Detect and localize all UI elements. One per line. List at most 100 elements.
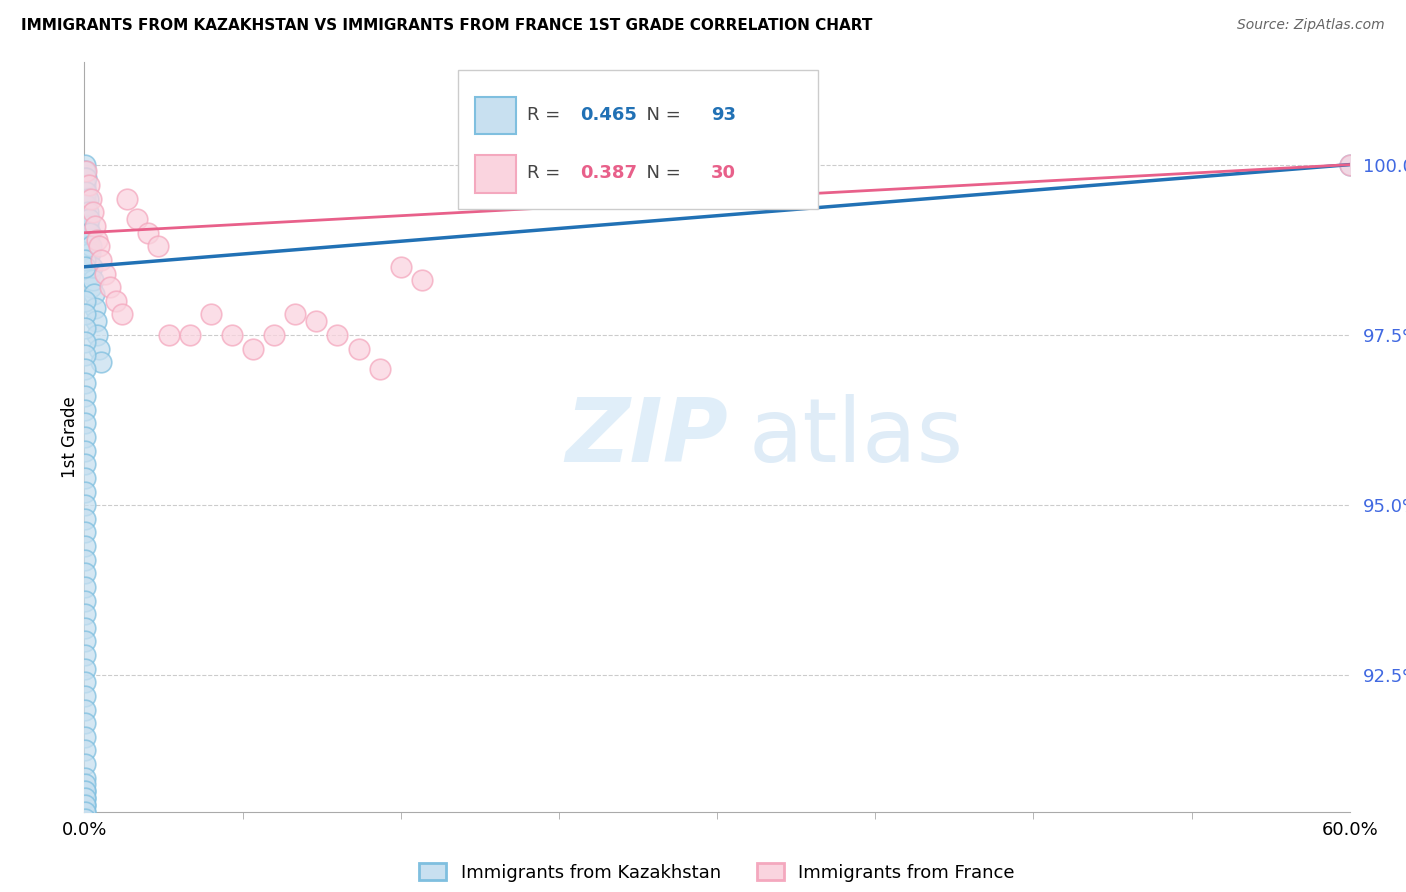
Point [84, 219, 107, 233]
Point [305, 314, 328, 328]
Point [75, 838, 97, 853]
Point [79, 260, 103, 274]
Point [98, 280, 121, 294]
Text: 0.387: 0.387 [581, 164, 637, 182]
Point [75, 791, 97, 805]
Point [77, 226, 100, 240]
Point [75, 293, 97, 308]
Point [79, 192, 103, 206]
Point [75, 662, 97, 676]
Point [75, 566, 97, 581]
Point [75, 607, 97, 622]
Point [86, 233, 108, 247]
Point [75, 832, 97, 847]
Point [76, 239, 98, 253]
Point [76, 233, 98, 247]
Point [75, 525, 97, 540]
Point [411, 273, 433, 287]
Point [75, 675, 97, 690]
Point [75, 219, 97, 233]
Point [75, 164, 97, 178]
Point [115, 192, 138, 206]
Point [111, 308, 134, 322]
Point [75, 818, 97, 832]
Point [75, 743, 97, 757]
Point [79, 226, 101, 240]
Point [75, 784, 97, 798]
Point [77, 178, 100, 192]
Point [75, 512, 97, 526]
Point [82, 273, 104, 287]
Point [75, 308, 97, 322]
Point [94, 267, 117, 281]
FancyBboxPatch shape [475, 97, 516, 135]
Point [76, 246, 98, 260]
Text: 0.465: 0.465 [581, 106, 637, 124]
Point [75, 260, 97, 274]
Point [77, 239, 100, 253]
Point [75, 171, 97, 186]
Point [87, 239, 110, 253]
Point [75, 621, 97, 635]
Point [79, 280, 103, 294]
Text: R =: R = [527, 106, 567, 124]
Point [76, 198, 98, 212]
Point [75, 484, 97, 499]
Text: ZIP: ZIP [565, 393, 728, 481]
Text: 93: 93 [711, 106, 735, 124]
Point [75, 757, 97, 772]
Point [326, 327, 349, 342]
Point [76, 219, 98, 233]
Point [75, 580, 97, 594]
Point [75, 539, 97, 553]
Point [105, 293, 127, 308]
Point [75, 805, 97, 819]
Y-axis label: 1st Grade: 1st Grade [60, 396, 79, 478]
Point [127, 212, 149, 227]
Point [347, 342, 370, 356]
Point [179, 327, 201, 342]
Text: N =: N = [636, 106, 686, 124]
Point [242, 342, 264, 356]
Point [1339, 158, 1361, 172]
Text: 30: 30 [711, 164, 735, 182]
Point [263, 327, 285, 342]
Point [82, 205, 104, 219]
Point [136, 226, 159, 240]
Point [84, 301, 107, 315]
FancyBboxPatch shape [458, 70, 818, 209]
Point [75, 376, 97, 390]
Point [75, 825, 97, 839]
Point [75, 797, 97, 812]
Point [75, 812, 97, 826]
Point [80, 260, 103, 274]
Point [284, 308, 307, 322]
FancyBboxPatch shape [475, 155, 516, 193]
Point [75, 648, 97, 662]
Point [75, 430, 97, 444]
Point [76, 171, 98, 186]
Point [76, 252, 98, 267]
Point [75, 771, 97, 785]
Point [75, 212, 97, 227]
Point [75, 252, 97, 267]
Point [76, 192, 98, 206]
Point [76, 212, 98, 227]
Point [86, 327, 108, 342]
Point [87, 342, 110, 356]
Point [75, 334, 97, 349]
Point [75, 471, 97, 485]
Point [75, 402, 97, 417]
Point [77, 212, 100, 227]
Point [75, 702, 97, 716]
Point [75, 348, 97, 362]
Point [75, 178, 97, 192]
Point [90, 355, 112, 369]
Point [75, 791, 97, 805]
Point [76, 205, 98, 219]
Point [75, 634, 97, 648]
Point [221, 327, 243, 342]
Point [389, 260, 412, 274]
Text: IMMIGRANTS FROM KAZAKHSTAN VS IMMIGRANTS FROM FRANCE 1ST GRADE CORRELATION CHART: IMMIGRANTS FROM KAZAKHSTAN VS IMMIGRANTS… [21, 18, 873, 33]
Point [75, 417, 97, 431]
